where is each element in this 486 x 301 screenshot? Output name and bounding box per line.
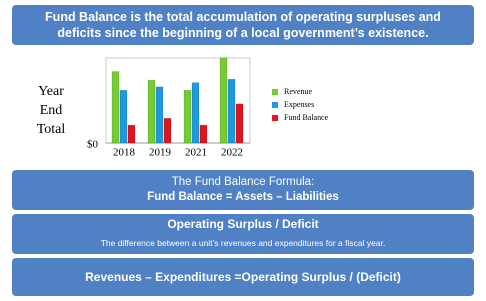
- header-text: Fund Balance is the total accumulation o…: [45, 10, 441, 40]
- bar: [147, 79, 156, 144]
- header-banner: Fund Balance is the total accumulation o…: [12, 5, 474, 45]
- surplus-description: The difference between a unit’s revenues…: [100, 238, 386, 248]
- surplus-box: Operating Surplus / Deficit The differen…: [12, 214, 474, 254]
- legend-swatch: [272, 89, 278, 95]
- x-tick-label: 2018: [113, 147, 136, 159]
- bar: [155, 86, 164, 144]
- formula-title: The Fund Balance Formula:: [171, 176, 315, 188]
- bar: [219, 57, 228, 144]
- bar: [199, 124, 208, 144]
- x-tick-label: 2022: [221, 147, 243, 159]
- formula-equation: Fund Balance = Assets – Liabilities: [147, 191, 339, 203]
- legend-label: Expenses: [284, 100, 314, 109]
- bar: [183, 90, 192, 144]
- y-tick-label: $0: [87, 139, 99, 151]
- bar: [111, 71, 120, 144]
- x-tick-label: 2021: [185, 147, 207, 159]
- bar: [119, 90, 128, 144]
- chart: $0 2018 2019 2021 2022 Revenue Expenses Fund Ba…: [87, 57, 329, 159]
- bar: [127, 124, 136, 144]
- x-tick-label: 2019: [149, 147, 172, 159]
- legend-swatch: [272, 102, 278, 108]
- formula-box: The Fund Balance Formula: Fund Balance =…: [12, 170, 474, 210]
- legend-label: Fund Balance: [284, 113, 329, 122]
- y-axis-label: Year End Total: [36, 84, 66, 137]
- surplus-title: Operating Surplus / Deficit: [167, 217, 319, 231]
- legend-swatch: [272, 115, 278, 121]
- bar: [235, 103, 244, 144]
- equation-box: Revenues – Expenditures =Operating Surpl…: [12, 258, 474, 296]
- bar: [227, 79, 236, 144]
- bar: [191, 82, 200, 144]
- bar: [163, 118, 172, 144]
- legend-label: Revenue: [284, 87, 312, 96]
- equation-text: Revenues – Expenditures =Operating Surpl…: [85, 270, 401, 284]
